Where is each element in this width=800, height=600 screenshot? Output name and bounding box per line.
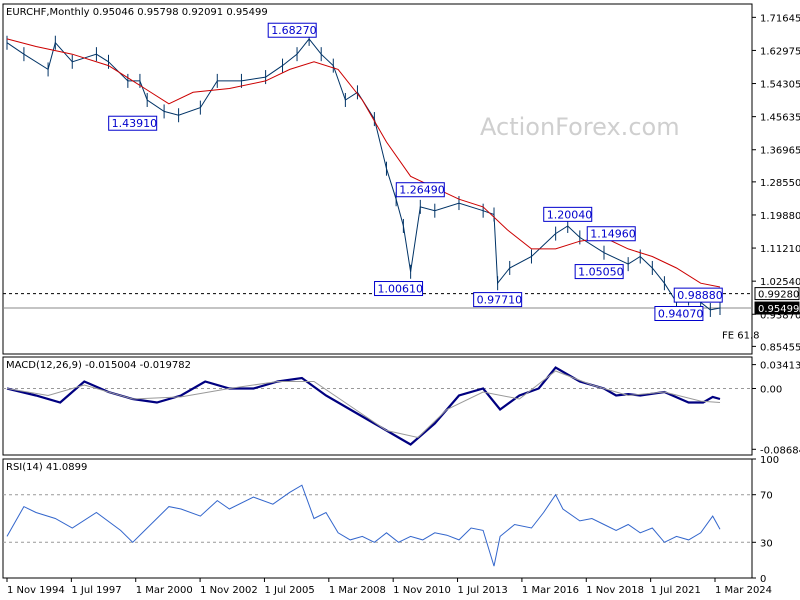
y-tick-label: 1.19880 xyxy=(760,211,800,222)
fe-label: FE 61.8 xyxy=(722,331,760,342)
y-tick-label: 1.02540 xyxy=(760,277,800,288)
x-tick-label: 1 Nov 2018 xyxy=(586,585,644,596)
y-tick-label: 30 xyxy=(760,538,773,549)
y-tick-label: 0.85455 xyxy=(760,342,800,353)
price-level-label: 0.95499 xyxy=(758,304,799,315)
y-tick-label: 1.71645 xyxy=(760,13,800,24)
annotation-label: 1.20040 xyxy=(547,208,593,221)
y-tick-label: 1.45635 xyxy=(760,113,800,124)
y-tick-label: 0.93870 xyxy=(760,310,800,321)
macd-panel-frame xyxy=(2,356,753,456)
x-tick-label: 1 Jul 2021 xyxy=(651,585,701,596)
x-tick-label: 1 Mar 2016 xyxy=(522,585,579,596)
annotation-label: 1.68270 xyxy=(271,24,317,37)
annotation-label: 1.26490 xyxy=(399,184,445,197)
y-tick-label: 0.034137 xyxy=(760,361,800,372)
annotation-label: 0.97710 xyxy=(477,294,523,307)
rsi-panel-frame xyxy=(2,458,753,579)
annotation-box xyxy=(586,226,636,242)
annotation-label: 1.43910 xyxy=(112,117,158,130)
price-level-box xyxy=(754,287,800,301)
series-line-0 xyxy=(6,366,721,446)
x-tick-label: 1 Nov 2002 xyxy=(200,585,258,596)
y-tick-label: 1.54305 xyxy=(760,80,800,91)
annotation-label: 0.94070 xyxy=(658,307,704,320)
y-tick-label: 1.28550 xyxy=(760,178,800,189)
y-tick-label: 1.11210 xyxy=(760,244,800,255)
axis-layer: 1.71645 1.62975 1.54305 1.45635 1.36965 1.285… xyxy=(6,13,800,596)
series-line-0 xyxy=(6,484,721,567)
annotation-label: 1.00610 xyxy=(378,283,424,296)
y-tick-label: 1.62975 xyxy=(760,46,800,57)
x-tick-label: 1 Nov 1994 xyxy=(7,585,65,596)
annotation-label: 0.98880 xyxy=(677,289,723,302)
x-tick-label: 1 Nov 2010 xyxy=(393,585,451,596)
y-tick-label: 100 xyxy=(760,455,779,466)
price-layer: 1.68270 1.43910 1.26490 1.20040 1.14960 1.050… xyxy=(3,22,760,342)
macd-layer xyxy=(3,366,752,446)
x-tick-label: 1 Jul 2013 xyxy=(458,585,508,596)
annotation-box xyxy=(395,182,445,198)
macd-header: MACD(12,26,9) -0.015004 -0.019782 xyxy=(6,360,191,371)
price-header: EURCHF,Monthly 0.95046 0.95798 0.92091 0… xyxy=(6,7,268,18)
annotation-box xyxy=(574,264,624,280)
annotation-box xyxy=(267,22,317,38)
x-tick-label: 1 Mar 2000 xyxy=(136,585,193,596)
price-panel-frame xyxy=(2,3,753,355)
series-line-1 xyxy=(6,370,721,439)
watermark: ActionForex.com xyxy=(480,113,680,141)
y-tick-label: -0.086849 xyxy=(760,445,800,456)
rsi-layer xyxy=(3,484,752,567)
annotation-box xyxy=(108,115,158,131)
rsi-header: RSI(14) 41.0899 xyxy=(6,462,87,473)
y-tick-label: 0 xyxy=(760,574,766,585)
y-tick-label: 1.36965 xyxy=(760,146,800,157)
annotation-box xyxy=(374,281,424,297)
annotation-label: 1.05050 xyxy=(578,266,624,279)
series-line-1 xyxy=(6,38,721,288)
annotation-box xyxy=(543,206,593,222)
x-tick-label: 1 Mar 2024 xyxy=(715,585,772,596)
price-level-label: 0.99280 xyxy=(758,290,799,301)
y-tick-label: 70 xyxy=(760,491,773,502)
annotation-box xyxy=(473,292,523,308)
x-tick-label: 1 Mar 2008 xyxy=(329,585,386,596)
y-tick-label: 0.00 xyxy=(760,385,782,396)
x-tick-label: 1 Jul 2005 xyxy=(264,585,314,596)
annotation-box xyxy=(654,305,704,321)
x-tick-label: 1 Jul 1997 xyxy=(71,585,121,596)
annotation-label: 1.14960 xyxy=(590,228,636,241)
price-level-box xyxy=(754,301,800,315)
annotation-box xyxy=(673,287,723,303)
